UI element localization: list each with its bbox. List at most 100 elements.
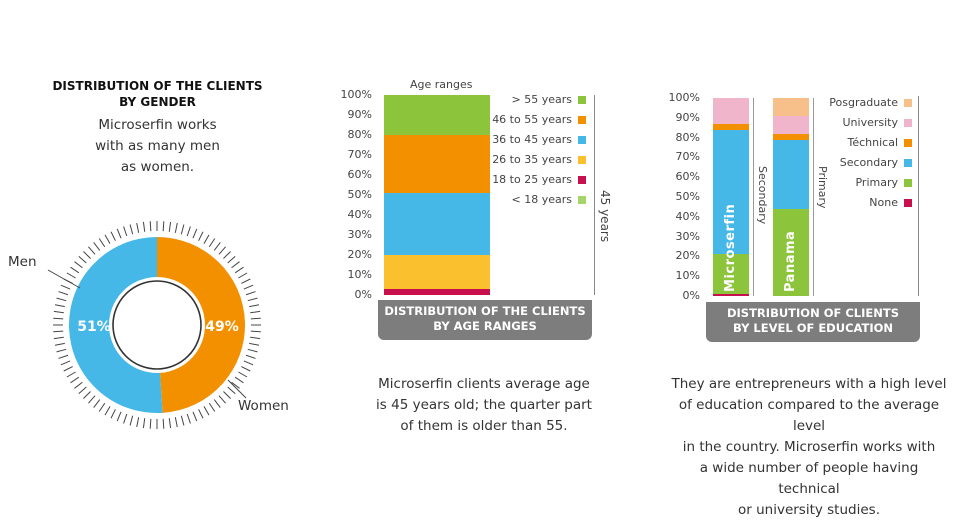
education-bar-segment: [773, 139, 809, 209]
education-y-tick: 30%: [675, 229, 700, 243]
gender-text-line2: with as many men: [95, 138, 220, 154]
donut-tick: [218, 246, 226, 255]
donut-tick: [234, 266, 244, 274]
age-y-tick: 0%: [354, 288, 372, 301]
donut-tick: [213, 399, 221, 408]
donut-tick: [104, 406, 111, 416]
age-legend-swatch: [578, 96, 586, 104]
education-legend-label: University: [842, 116, 899, 129]
age-text-line2: is 45 years old; the quarter part: [376, 397, 592, 413]
age-legend-label: 26 to 35 years: [492, 153, 572, 166]
donut-tick: [78, 256, 87, 264]
donut-center-ring: [112, 280, 202, 370]
age-text-line1: Microserfin clients average age: [378, 376, 590, 392]
age-legend-swatch: [578, 176, 586, 184]
donut-tick: [78, 386, 87, 394]
donut-tick: [70, 376, 80, 384]
education-legend-label: None: [869, 196, 898, 209]
donut-tick: [162, 221, 165, 232]
age-legend-item: 36 to 45 years: [492, 133, 586, 147]
age-legend-item: < 18 years: [496, 193, 586, 207]
education-legend-swatch: [904, 159, 912, 167]
education-y-tick: 10%: [675, 269, 700, 283]
education-y-tick: 80%: [675, 130, 700, 144]
donut-tick: [227, 386, 236, 394]
gender-donut-chart: Men Women 51% 49%: [8, 221, 289, 429]
donut-tick: [123, 226, 128, 237]
gender-chart-title: DISTRIBUTION OF THE CLIENTS BY GENDER: [40, 78, 275, 110]
education-legend-swatch: [904, 199, 912, 207]
education-badge-line1: DISTRIBUTION OF CLIENTS: [726, 306, 899, 320]
donut-tick: [243, 360, 254, 366]
education-text-line1: They are entrepreneurs with a high level: [671, 376, 947, 392]
age-legend-swatch: [578, 196, 586, 204]
education-category-label: Panama: [783, 230, 798, 292]
age-legend-swatch: [578, 136, 586, 144]
education-bar-segment: [773, 115, 809, 134]
education-side-line: [813, 98, 814, 296]
education-chart-title-badge: DISTRIBUTION OF CLIENTS BY LEVEL OF EDUC…: [706, 302, 920, 342]
gender-text-line3: as women.: [120, 159, 195, 175]
education-y-tick: 60%: [675, 170, 700, 184]
donut-tick: [63, 366, 73, 372]
age-legend-label: 46 to 55 years: [492, 113, 572, 126]
donut-tick: [142, 418, 146, 429]
education-legend-item: Primary: [820, 176, 912, 190]
donut-tick: [245, 291, 256, 296]
donut-tick: [98, 402, 106, 412]
age-y-tick: 10%: [347, 268, 372, 281]
donut-tick: [129, 415, 134, 426]
donut-tick: [218, 395, 226, 404]
age-bar-segment: [384, 193, 490, 255]
donut-tick: [58, 354, 69, 359]
education-bar-segment: [773, 208, 809, 296]
education-legend-item: Téchnical: [820, 136, 912, 150]
gender-title-line1: DISTRIBUTION OF THE CLIENTS: [52, 79, 263, 93]
age-y-tick: 40%: [347, 208, 372, 221]
donut-tick: [54, 342, 65, 346]
education-y-tick: 50%: [675, 190, 700, 203]
education-legend-item: University: [820, 116, 912, 130]
education-legend-label: Primary: [855, 176, 898, 189]
donut-tick: [60, 284, 71, 290]
education-legend-label: Secondary: [839, 156, 898, 169]
donut-tick: [180, 224, 185, 235]
age-bracket-line: [594, 95, 595, 295]
education-legend-item: Posgraduate: [820, 96, 912, 110]
donut-slices: [69, 237, 246, 413]
education-y-tick: 90%: [675, 110, 700, 124]
gender-text-line1: Microserfin works: [98, 117, 217, 133]
donut-tick: [247, 348, 258, 353]
education-description: They are entrepreneurs with a high level…: [668, 374, 950, 521]
donut-tick: [56, 297, 67, 302]
donut-tick: [88, 246, 96, 255]
age-legend-item: > 55 years: [496, 93, 586, 107]
age-legend-label: < 18 years: [511, 193, 572, 206]
age-y-tick: 90%: [347, 108, 372, 121]
donut-tick: [70, 266, 80, 274]
education-side-label: Secondary: [756, 166, 769, 225]
donut-slice-women: [157, 237, 246, 413]
donut-tick: [250, 310, 261, 314]
donut-tick: [247, 297, 258, 302]
men-percentage: 51%: [77, 319, 111, 335]
age-y-tick: 100%: [340, 88, 372, 101]
donut-tick: [53, 330, 64, 333]
donut-tick: [116, 228, 122, 239]
donut-tick: [53, 336, 64, 340]
education-y-tick: 40%: [675, 209, 700, 223]
education-bar-segment: [713, 294, 749, 296]
age-bar-segment: [384, 135, 490, 193]
education-text-line5: or university studies.: [737, 502, 880, 518]
education-legend-item: Secondary: [820, 156, 912, 170]
education-legend-line: [918, 96, 919, 296]
donut-tick: [129, 224, 134, 235]
donut-tick: [180, 415, 185, 426]
donut-tick: [83, 251, 91, 259]
education-bar-segment: [713, 98, 749, 124]
age-legend-swatch: [578, 156, 586, 164]
age-legend-label: 18 to 25 years: [492, 173, 572, 186]
education-category-label: Microserfin: [723, 203, 738, 292]
age-y-tick: 80%: [347, 128, 372, 141]
donut-tick: [88, 395, 96, 404]
